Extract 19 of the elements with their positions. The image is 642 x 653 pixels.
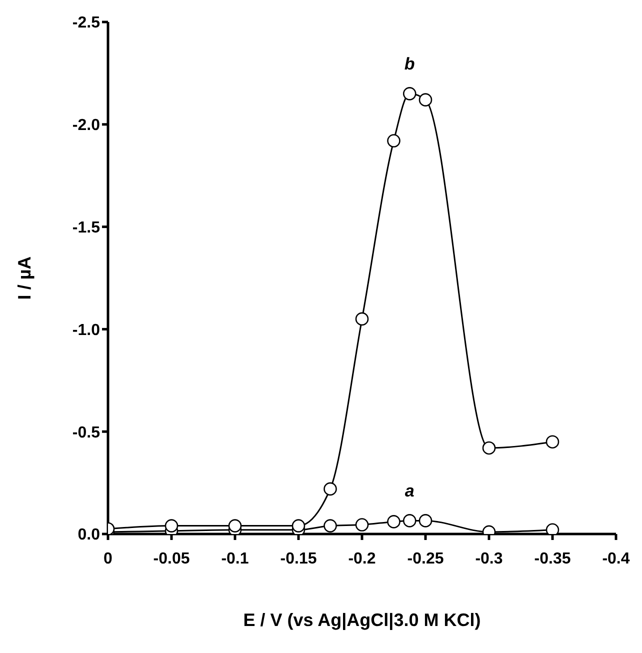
x-tick-label: -0.4: [602, 550, 630, 568]
x-tick-label: -0.35: [534, 550, 571, 568]
y-tick-label: -0.5: [72, 424, 100, 442]
series-label: a: [404, 482, 414, 501]
y-tick-label: 0.0: [78, 526, 100, 544]
x-tick-label: -0.15: [280, 550, 317, 568]
y-tick-label: -2.5: [72, 14, 100, 32]
series-label: b: [404, 54, 415, 74]
x-tick-label: -0.3: [475, 550, 503, 568]
x-tick-label: -0.05: [153, 550, 190, 568]
x-tick-label: 0: [104, 550, 113, 568]
x-tick-label: -0.1: [221, 550, 249, 568]
y-tick-label: -1.5: [72, 219, 100, 236]
y-tick-label: -2.0: [72, 117, 100, 134]
x-tick-label: -0.25: [407, 550, 444, 568]
x-tick-label: -0.2: [348, 550, 376, 568]
x-axis-title: E / V (vs Ag|AgCl|3.0 M KCl): [243, 610, 481, 630]
y-tick-label: -1.0: [72, 322, 100, 339]
y-axis-title: I / µA: [14, 256, 34, 300]
